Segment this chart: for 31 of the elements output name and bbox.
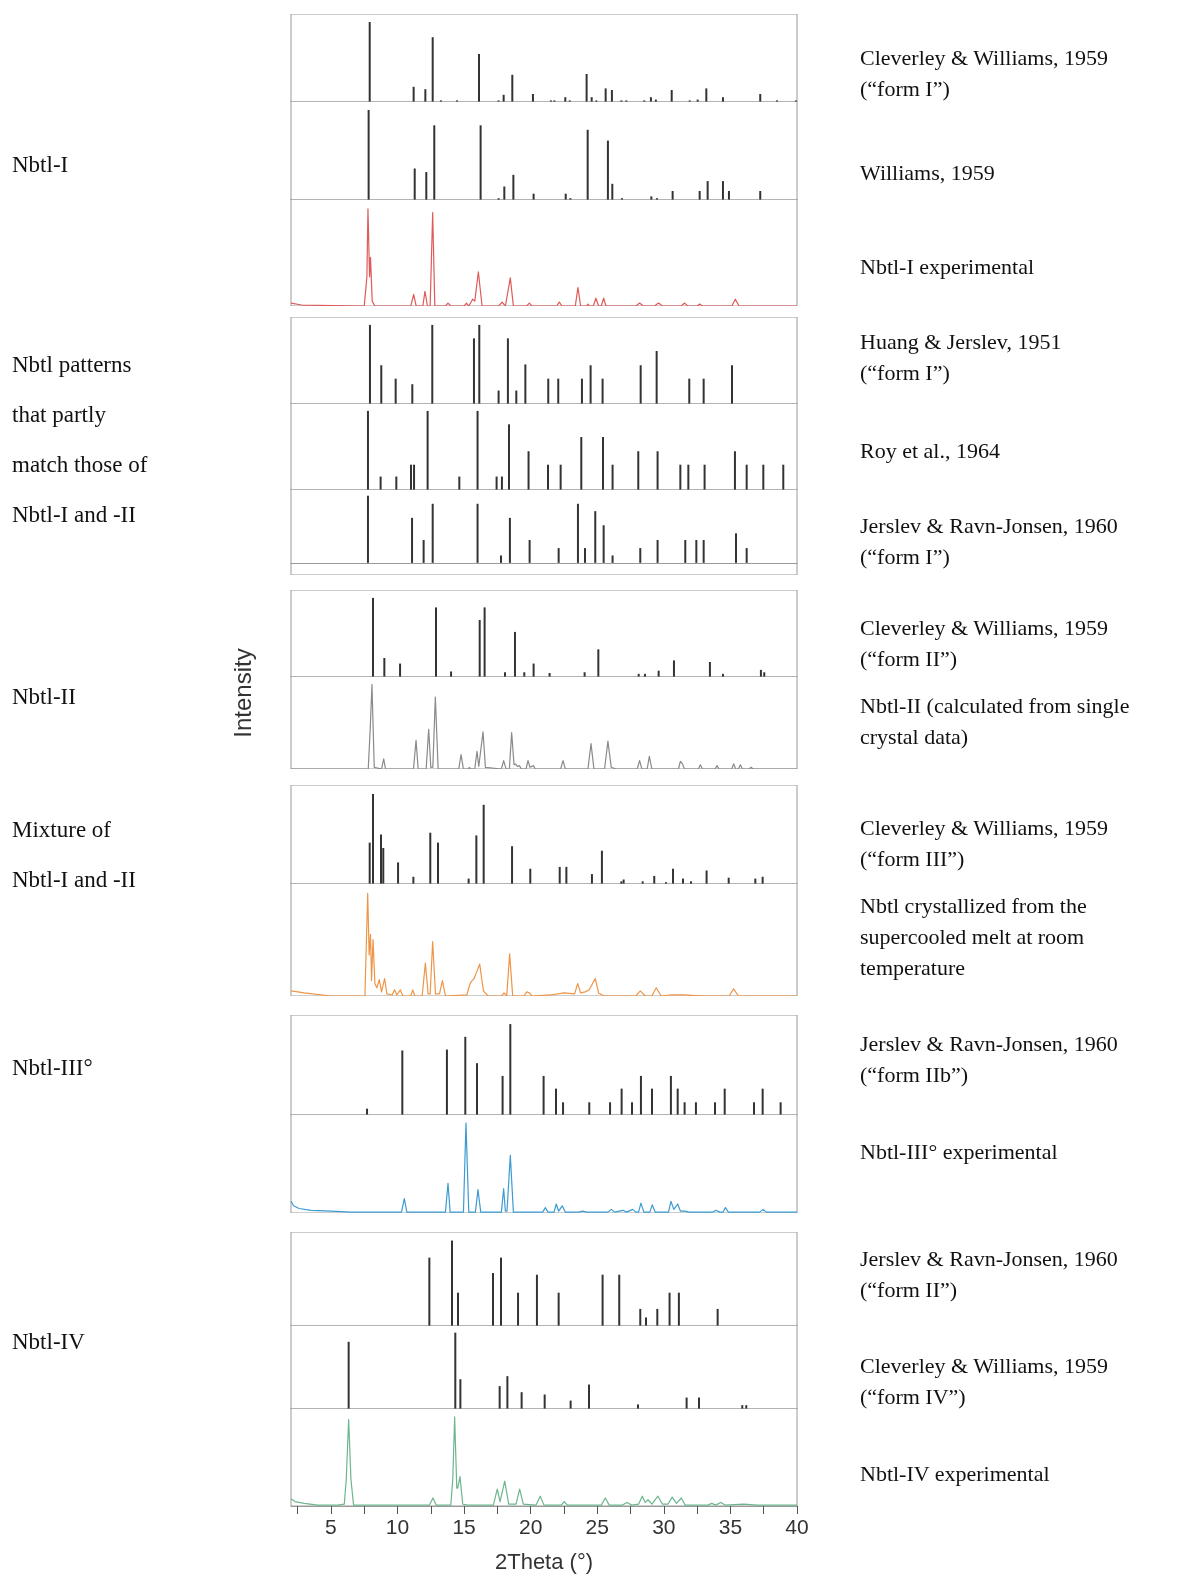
x-tick-label: 20 <box>519 1515 543 1538</box>
text: Cleverley & Williams, 1959 (“form IV”) <box>860 1353 1109 1409</box>
x-tick-label: 40 <box>785 1515 809 1538</box>
x-tick-label: 35 <box>718 1515 743 1538</box>
x-tick-label: 30 <box>652 1515 676 1538</box>
text: Mixture of Nbtl-I and -II <box>12 816 137 894</box>
text: Nbtl-III° <box>12 1054 94 1082</box>
text: Cleverley & Williams, 1959 (“form II”) <box>860 615 1109 671</box>
text: Cleverley & Williams, 1959 (“form III”) <box>860 815 1109 871</box>
text: Huang & Jerslev, 1951 (“form I”) <box>860 329 1062 385</box>
x-tick-label: 10 <box>385 1515 410 1538</box>
text: Nbtl-IV <box>12 1328 86 1356</box>
text: Cleverley & Williams, 1959 (“form I”) <box>860 45 1109 101</box>
text: Jerslev & Ravn-Jonsen, 1960 (“form IIb”) <box>860 1031 1118 1087</box>
text: Nbtl patterns that partly match those of Nbtl-I and -II <box>12 351 149 529</box>
x-tick-label: 5 <box>325 1515 337 1538</box>
text: Nbtl-II <box>12 683 77 711</box>
text: Roy et al., 1964 <box>860 437 1000 463</box>
text: Nbtl-II (calculated from single crystal data) <box>860 693 1130 749</box>
x-tick-label: 25 <box>585 1515 609 1538</box>
text: Nbtl-III° experimental <box>860 1138 1058 1164</box>
x-tick-label: 15 <box>452 1515 476 1538</box>
text: Jerslev & Ravn-Jonsen, 1960 (“form I”) <box>860 513 1118 569</box>
text: Nbtl-IV experimental <box>860 1460 1050 1486</box>
text: Jerslev & Ravn-Jonsen, 1960 (“form II”) <box>860 1246 1118 1302</box>
text: Nbtl-I <box>12 151 70 179</box>
text: Nbtl-I experimental <box>860 253 1035 279</box>
y-axis-title: Intensity <box>229 648 257 738</box>
text: Nbtl crystallized from the supercooled melt at room temperature <box>860 892 1087 980</box>
text: Williams, 1959 <box>860 159 995 185</box>
x-axis-title: 2Theta (°) <box>494 1548 594 1574</box>
